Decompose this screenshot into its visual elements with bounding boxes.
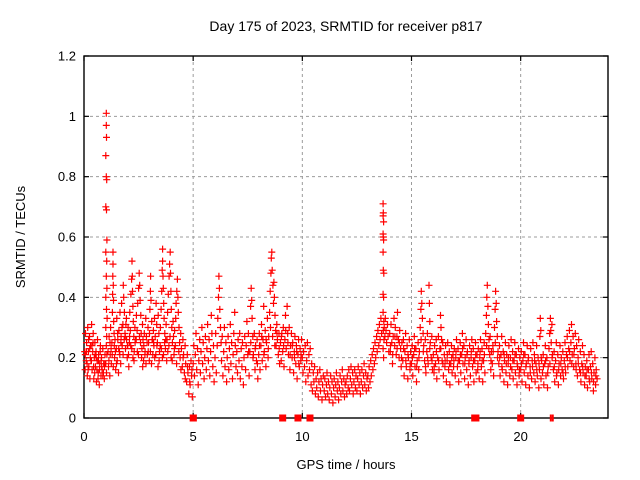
y-tick-label: 0.6 bbox=[58, 230, 76, 245]
x-tick-label: 10 bbox=[295, 429, 309, 444]
x-tick-labels: 0 5 10 15 20 bbox=[80, 429, 528, 444]
zero-value-square bbox=[517, 414, 525, 422]
zero-value-square bbox=[551, 414, 554, 422]
y-tick-labels: 0 0.2 0.4 0.6 0.8 1 1.2 bbox=[58, 49, 76, 426]
x-axis-label: GPS time / hours bbox=[297, 457, 396, 472]
zero-value-square bbox=[472, 414, 480, 422]
zero-value-square bbox=[279, 414, 287, 422]
x-tick-label: 20 bbox=[513, 429, 527, 444]
zero-value-square bbox=[294, 414, 302, 422]
zero-value-square bbox=[549, 414, 552, 422]
data-points bbox=[81, 109, 601, 407]
plot-border bbox=[83, 55, 609, 419]
x-tick-label: 0 bbox=[80, 429, 87, 444]
y-tick-label: 0 bbox=[69, 411, 76, 426]
zero-value-markers bbox=[189, 414, 554, 422]
scatter-plus-markers bbox=[81, 109, 601, 407]
x-tick-label: 5 bbox=[190, 429, 197, 444]
zero-value-square bbox=[194, 414, 197, 422]
zero-value-square bbox=[471, 414, 474, 422]
zero-value-square bbox=[306, 414, 314, 422]
y-tick-label: 0.8 bbox=[58, 169, 76, 184]
y-tick-label: 0.2 bbox=[58, 350, 76, 365]
chart-title: Day 175 of 2023, SRMTID for receiver p81… bbox=[209, 18, 482, 34]
y-tick-label: 0.4 bbox=[58, 290, 76, 305]
y-tick-label: 1 bbox=[69, 109, 76, 124]
y-axis-label: SRMTID / TECUs bbox=[13, 185, 28, 288]
y-tick-label: 1.2 bbox=[58, 49, 76, 64]
x-tick-label: 15 bbox=[404, 429, 418, 444]
zero-value-square bbox=[189, 414, 197, 422]
